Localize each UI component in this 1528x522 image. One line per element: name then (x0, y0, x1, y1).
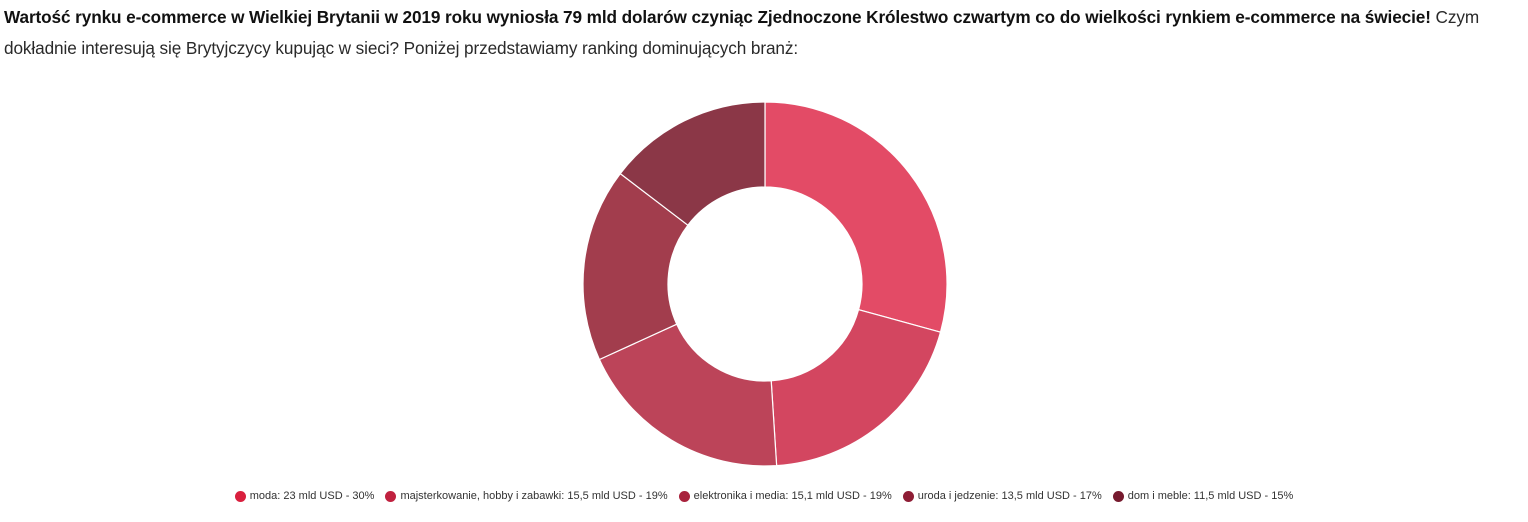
intro-bold-text: Wartość rynku e-commerce w Wielkiej Bryt… (4, 7, 1431, 27)
legend-label: dom i meble: 11,5 mld USD - 15% (1127, 490, 1294, 502)
donut-slice-moda[interactable] (764, 101, 948, 333)
legend-label: elektronika i media: 15,1 mld USD - 19% (693, 490, 892, 502)
chart-legend: moda: 23 mld USD - 30% majsterkowanie, ho… (0, 490, 1528, 502)
legend-label: uroda i jedzenie: 13,5 mld USD - 17% (917, 490, 1102, 502)
legend-item-dom-i-meble[interactable]: dom i meble: 11,5 mld USD - 15% (1112, 490, 1294, 502)
legend-item-uroda-i-jedzenie[interactable]: uroda i jedzenie: 13,5 mld USD - 17% (902, 490, 1102, 502)
legend-dot-icon (234, 490, 246, 502)
legend-label: majsterkowanie, hobby i zabawki: 15,5 ml… (400, 490, 668, 502)
legend-item-moda[interactable]: moda: 23 mld USD - 30% (234, 490, 375, 502)
legend-dot-icon (902, 490, 914, 502)
legend-item-majsterkowanie-hobby-i-zabawki[interactable]: majsterkowanie, hobby i zabawki: 15,5 ml… (385, 490, 668, 502)
legend-item-elektronika-i-media[interactable]: elektronika i media: 15,1 mld USD - 19% (678, 490, 892, 502)
legend-dot-icon (1112, 490, 1124, 502)
donut-slice-elektronika-i-media[interactable] (598, 323, 778, 467)
donut-slice-dom-i-meble[interactable] (619, 101, 766, 227)
legend-dot-icon (385, 490, 397, 502)
intro-paragraph: Wartość rynku e-commerce w Wielkiej Bryt… (4, 2, 1524, 64)
donut-slice-uroda-i-jedzenie[interactable] (582, 172, 689, 361)
donut-slice-majsterkowanie-hobby-i-zabawki[interactable] (770, 308, 942, 467)
intro-normal-text: Czym dokładnie interesują się Brytyjczyc… (4, 7, 1480, 58)
legend-dot-icon (678, 490, 690, 502)
legend-label: moda: 23 mld USD - 30% (249, 490, 375, 502)
